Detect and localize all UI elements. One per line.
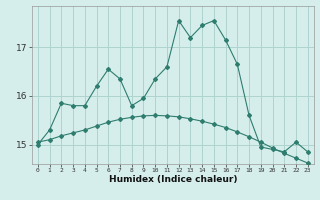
X-axis label: Humidex (Indice chaleur): Humidex (Indice chaleur): [108, 175, 237, 184]
